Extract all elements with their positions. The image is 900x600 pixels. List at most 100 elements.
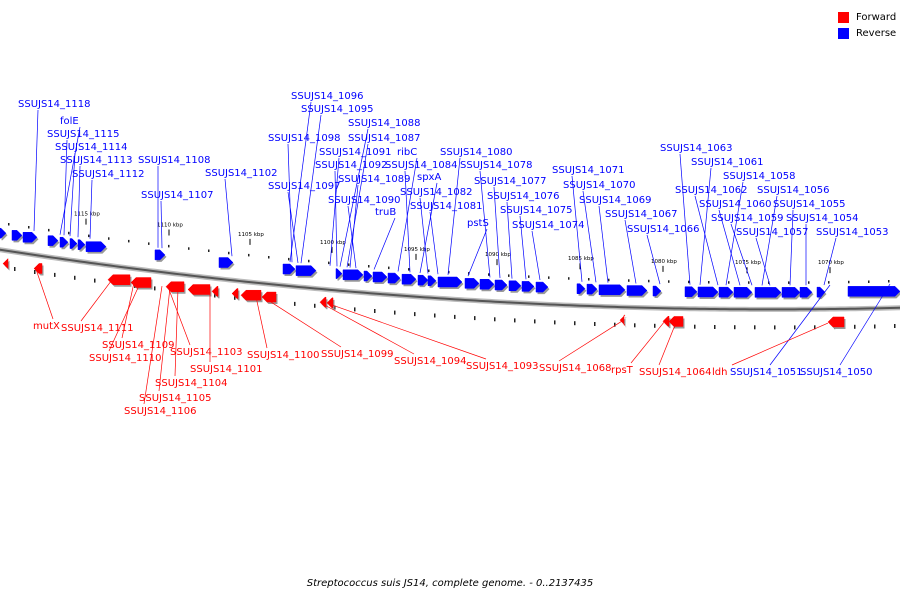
reverse-gene-label: SSUJS14_1056 xyxy=(757,185,830,196)
legend-forward-label: Forward xyxy=(856,11,897,23)
forward-gene-label: SSUJS14_1093 xyxy=(466,361,539,372)
reverse-leader-line xyxy=(224,178,233,257)
reverse-swatch xyxy=(838,27,849,39)
tick-mark xyxy=(588,278,590,281)
forward-gene-label: SSUJS14_1110 xyxy=(89,353,162,364)
tick-mark xyxy=(288,257,290,261)
reverse-leader-line xyxy=(63,139,68,236)
forward-gene-arrow xyxy=(261,291,277,303)
reverse-gene-label: SSUJS14_1069 xyxy=(579,195,652,206)
reverse-gene-label: SSUJS14_1055 xyxy=(773,199,846,210)
forward-gene-arrow xyxy=(187,284,211,295)
reverse-leader-line xyxy=(69,152,76,237)
tick-mark xyxy=(188,247,190,250)
tick-mark xyxy=(608,278,610,282)
forward-gene-label: mutX xyxy=(33,321,60,332)
tick-mark xyxy=(148,242,150,245)
tick-mark xyxy=(434,313,436,318)
reverse-gene-arrow xyxy=(479,278,495,290)
reverse-leader-line xyxy=(761,195,778,286)
reverse-leader-line xyxy=(347,205,357,269)
reverse-gene-arrow xyxy=(295,265,317,276)
reverse-leader-line xyxy=(287,191,299,263)
reverse-gene-label: SSUJS14_1096 xyxy=(291,91,364,102)
tick-mark xyxy=(308,259,310,263)
tick-mark xyxy=(88,234,90,238)
forward-gene-arrow xyxy=(668,316,684,327)
reverse-gene-arrow xyxy=(0,227,7,239)
tick-mark xyxy=(214,293,216,298)
reverse-leader-line xyxy=(493,186,501,279)
tick-mark xyxy=(474,316,476,321)
tick-mark xyxy=(394,310,396,315)
tick-mark xyxy=(14,267,16,271)
tick-mark xyxy=(408,268,410,271)
reverse-gene-arrow xyxy=(218,257,234,268)
forward-leader-line xyxy=(80,279,113,322)
reverse-gene-label: SSUJS14_1118 xyxy=(18,99,91,110)
reverse-gene-label: SSUJS14_1067 xyxy=(605,209,678,220)
reverse-gene-label: SSUJS14_1075 xyxy=(500,205,573,216)
reverse-gene-label: SSUJS14_1091 xyxy=(319,147,392,158)
reverse-gene-label: SSUJS14_1053 xyxy=(816,227,889,238)
tick-mark xyxy=(568,277,570,280)
legend-item-reverse: Reverse xyxy=(838,25,896,41)
reverse-gene-label: SSUJS14_1113 xyxy=(60,155,133,166)
reverse-gene-arrow xyxy=(417,274,429,286)
tick-mark xyxy=(208,249,210,252)
tick-mark xyxy=(548,276,550,279)
scale-label: 1100 kbp xyxy=(320,240,346,246)
reverse-gene-label: SSUJS14_1054 xyxy=(786,213,859,224)
reverse-leader-line xyxy=(300,114,322,264)
reverse-leader-line xyxy=(755,237,771,286)
reverse-gene-label: SSUJS14_1097 xyxy=(268,181,341,192)
tick-mark xyxy=(814,325,816,330)
tick-mark xyxy=(874,324,876,329)
reverse-gene-label: SSUJS14_1077 xyxy=(474,176,547,187)
reverse-gene-label: spxA xyxy=(417,172,441,183)
tick-mark xyxy=(728,281,730,284)
tick-mark xyxy=(374,309,376,313)
tick-mark xyxy=(428,269,430,272)
reverse-gene-label: SSUJS14_1114 xyxy=(55,142,128,153)
tick-mark xyxy=(448,270,450,274)
forward-gene-arrow xyxy=(231,288,239,299)
reverse-leader-line xyxy=(582,190,597,283)
reverse-leader-line xyxy=(467,228,488,277)
reverse-gene-label: SSUJS14_1087 xyxy=(348,133,421,144)
reverse-gene-label: SSUJS14_1080 xyxy=(440,147,513,158)
forward-gene-arrow xyxy=(326,297,334,309)
reverse-leader-line xyxy=(289,101,312,263)
scale-label: 1085 kbp xyxy=(568,256,594,262)
tick-mark xyxy=(868,280,870,283)
reverse-gene-label: SSUJS14_1084 xyxy=(385,160,458,171)
tick-mark xyxy=(348,263,350,266)
scale-label: 1115 kbp xyxy=(74,212,100,218)
reverse-gene-label: SSUJS14_1060 xyxy=(699,199,772,210)
tick-mark xyxy=(714,325,716,329)
forward-leader-line xyxy=(630,321,665,364)
tick-mark xyxy=(494,317,496,322)
reverse-leader-line xyxy=(419,197,429,274)
tick-mark xyxy=(788,281,790,284)
forward-leader-line xyxy=(143,286,163,405)
tick-mark xyxy=(754,325,756,330)
reverse-leader-line xyxy=(839,283,891,366)
tick-mark xyxy=(828,281,830,284)
reverse-gene-label: SSUJS14_1059 xyxy=(711,213,784,224)
reverse-leader-line xyxy=(419,182,438,274)
tick-mark xyxy=(634,323,636,328)
reverse-gene-arrow xyxy=(342,269,364,281)
reverse-gene-label: SSUJS14_1074 xyxy=(512,220,585,231)
reverse-gene-label: SSUJS14_1089 xyxy=(338,174,411,185)
tick-mark xyxy=(734,325,736,330)
reverse-gene-label: pstS xyxy=(467,218,489,229)
reverse-gene-label: SSUJS14_1070 xyxy=(563,180,636,191)
reverse-leader-line xyxy=(334,170,338,267)
reverse-gene-arrow xyxy=(363,270,373,282)
reverse-leader-line xyxy=(699,167,712,285)
tick-mark xyxy=(488,273,490,276)
reverse-gene-arrow xyxy=(464,278,480,289)
tick-mark xyxy=(54,272,56,277)
